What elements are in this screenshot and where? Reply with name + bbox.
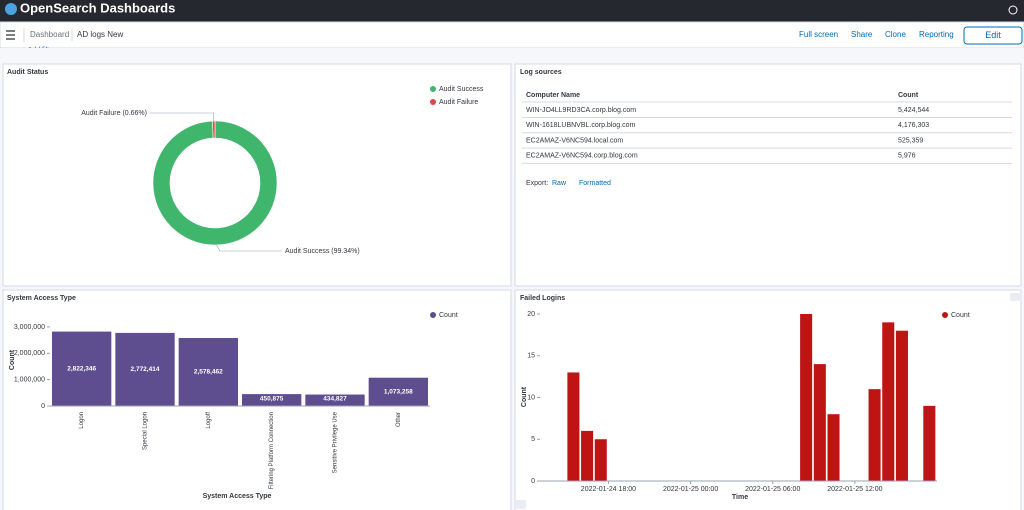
- y-axis-title: Count: [9, 349, 16, 370]
- bar: [882, 322, 895, 481]
- toolbar: [0, 21, 1024, 49]
- table-cell: 5,976: [898, 153, 916, 160]
- breadcrumb[interactable]: Dashboard: [30, 30, 69, 39]
- table-cell: WIN-1618LUBNVBL.corp.blog.com: [526, 122, 635, 129]
- x-tick-label: Sensitive Privilege Use: [333, 411, 339, 473]
- export-raw[interactable]: Raw: [552, 180, 567, 187]
- x-tick-label: 2022-01-24 18:00: [581, 486, 636, 493]
- bar: [800, 314, 813, 481]
- panel: [2, 63, 512, 287]
- x-tick-label: 2022-01-25 06:00: [745, 486, 800, 493]
- x-tick-label: 2022-01-25 12:00: [827, 486, 882, 493]
- value-label: 450,875: [260, 396, 284, 403]
- bar: [813, 364, 826, 481]
- slice-label: Audit Failure (0.66%): [81, 110, 147, 117]
- bar: [923, 405, 936, 481]
- legend-swatch: [430, 312, 436, 318]
- legend-label[interactable]: Audit Success: [439, 86, 484, 93]
- value-label: 2,772,414: [131, 366, 160, 373]
- legend-toggle[interactable]: [516, 500, 526, 509]
- panel: [514, 63, 1022, 287]
- x-tick-label: 2022-01-25 00:00: [663, 486, 718, 493]
- bar: [594, 439, 607, 481]
- table-cell: 5,424,544: [898, 107, 929, 114]
- x-axis-title: Time: [732, 494, 748, 501]
- bar: [115, 332, 175, 406]
- y-tick-label: 5: [531, 436, 535, 443]
- pie-slice: [212, 120, 216, 139]
- x-tick-label: Other: [396, 412, 402, 427]
- bar: [895, 330, 908, 481]
- bar: [868, 389, 881, 481]
- y-tick-label: 0: [41, 403, 45, 410]
- brand: OpenSearch Dashboards: [20, 0, 175, 15]
- toolbar-action[interactable]: Reporting: [919, 30, 954, 39]
- toolbar-action[interactable]: Full screen: [799, 30, 838, 39]
- y-tick-label: 2,000,000: [14, 350, 45, 357]
- export-label: Export:: [526, 180, 548, 187]
- panels: [2, 63, 1022, 510]
- y-tick-label: 1,000,000: [14, 376, 45, 383]
- export-formatted[interactable]: Formatted: [579, 180, 611, 187]
- y-tick-label: 15: [527, 353, 535, 360]
- legend-swatch: [942, 312, 948, 318]
- logo: [5, 3, 17, 15]
- edit-label[interactable]: Edit: [985, 30, 1001, 40]
- x-tick-label: Logon: [79, 412, 85, 429]
- help-icon[interactable]: [1008, 5, 1018, 15]
- filter-clip: [0, 48, 1024, 52]
- table-cell: 4,176,303: [898, 122, 929, 129]
- y-tick-label: 0: [531, 478, 535, 485]
- value-label: 2,822,346: [67, 366, 96, 373]
- legend-label[interactable]: Count: [951, 312, 970, 319]
- y-tick-label: 3,000,000: [14, 324, 45, 331]
- bar: [567, 372, 580, 481]
- panel-title: Log sources: [520, 69, 562, 76]
- bar: [368, 377, 428, 406]
- leader-line: [216, 244, 282, 252]
- x-tick-label: Filtering Platform Connection: [269, 412, 275, 489]
- panel-menu[interactable]: [1010, 293, 1022, 301]
- bar: [178, 338, 238, 406]
- table-cell: 525,359: [898, 137, 923, 144]
- bar: [305, 394, 365, 406]
- value-label: 434,827: [323, 396, 347, 403]
- top-bar: [0, 0, 1024, 22]
- table-cell: WIN-JO4LL9RD3CA.corp.blog.com: [526, 107, 636, 114]
- edit-button[interactable]: [963, 26, 1023, 45]
- bar: [581, 430, 594, 481]
- bar: [242, 394, 302, 406]
- slice-label: Audit Success (99.34%): [285, 248, 360, 255]
- panel-title: Failed Logins: [520, 295, 565, 302]
- column-header[interactable]: Count: [898, 92, 919, 99]
- y-tick-label: 20: [527, 311, 535, 318]
- x-tick-label: Logoff: [206, 412, 212, 429]
- column-header[interactable]: Computer Name: [526, 92, 580, 99]
- legend-swatch: [430, 86, 436, 92]
- bar: [827, 414, 840, 481]
- leader-line: [150, 112, 215, 122]
- y-tick-label: 10: [527, 394, 535, 401]
- y-axis-title: Count: [521, 386, 528, 407]
- legend-label[interactable]: Count: [439, 312, 458, 319]
- menu-icon[interactable]: [6, 30, 15, 40]
- bar: [52, 331, 112, 406]
- pie-slice: [152, 120, 278, 246]
- panel-title: System Access Type: [7, 295, 76, 302]
- value-label: 1,073,258: [384, 389, 413, 396]
- value-label: 2,578,462: [194, 369, 223, 376]
- x-axis-title: System Access Type: [203, 493, 272, 500]
- table-cell: EC2AMAZ-V6NC594.corp.blog.com: [526, 153, 638, 160]
- toolbar-action[interactable]: Share: [851, 30, 873, 39]
- legend-swatch: [430, 99, 436, 105]
- toolbar-action[interactable]: Clone: [885, 30, 906, 39]
- legend-label[interactable]: Audit Failure: [439, 99, 478, 106]
- breadcrumb: AD logs New: [77, 30, 123, 39]
- x-tick-label: Special Logon: [143, 412, 149, 450]
- table-cell: EC2AMAZ-V6NC594.local.com: [526, 137, 623, 144]
- panel-title: Audit Status: [7, 69, 48, 76]
